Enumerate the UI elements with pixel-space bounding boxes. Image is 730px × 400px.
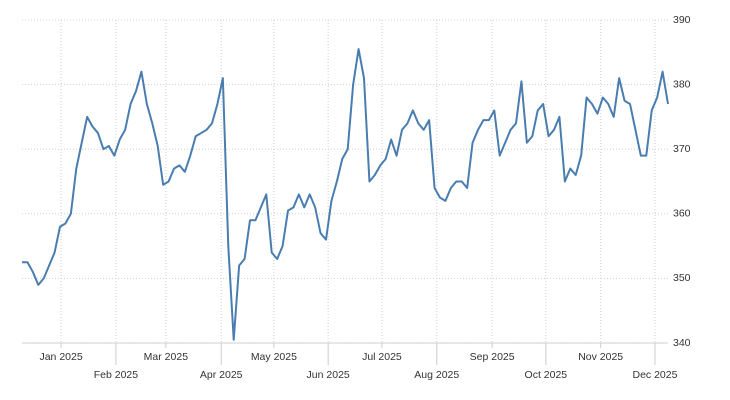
x-tick-label: Jun 2025 — [307, 369, 350, 381]
y-tick-label: 340 — [673, 337, 691, 349]
x-tick-label: Jan 2025 — [39, 351, 82, 363]
x-tick-label: Sep 2025 — [470, 351, 515, 363]
x-tick-label: Nov 2025 — [578, 351, 623, 363]
x-tick-label: Jul 2025 — [362, 351, 402, 363]
x-tick-label: May 2025 — [251, 351, 297, 363]
y-tick-label: 360 — [673, 208, 691, 220]
line-series — [22, 48, 669, 341]
y-tick-label: 370 — [673, 143, 691, 155]
y-tick-label: 380 — [673, 78, 691, 90]
x-tick-label: Aug 2025 — [414, 369, 459, 381]
x-tick-label: Mar 2025 — [144, 351, 189, 363]
y-tick-label: 350 — [673, 272, 691, 284]
x-tick-label: Apr 2025 — [200, 369, 243, 381]
x-tick-label: Feb 2025 — [94, 369, 139, 381]
x-tick-label: Dec 2025 — [632, 369, 677, 381]
y-tick-label: 390 — [673, 14, 691, 26]
x-tick-label: Oct 2025 — [525, 369, 568, 381]
